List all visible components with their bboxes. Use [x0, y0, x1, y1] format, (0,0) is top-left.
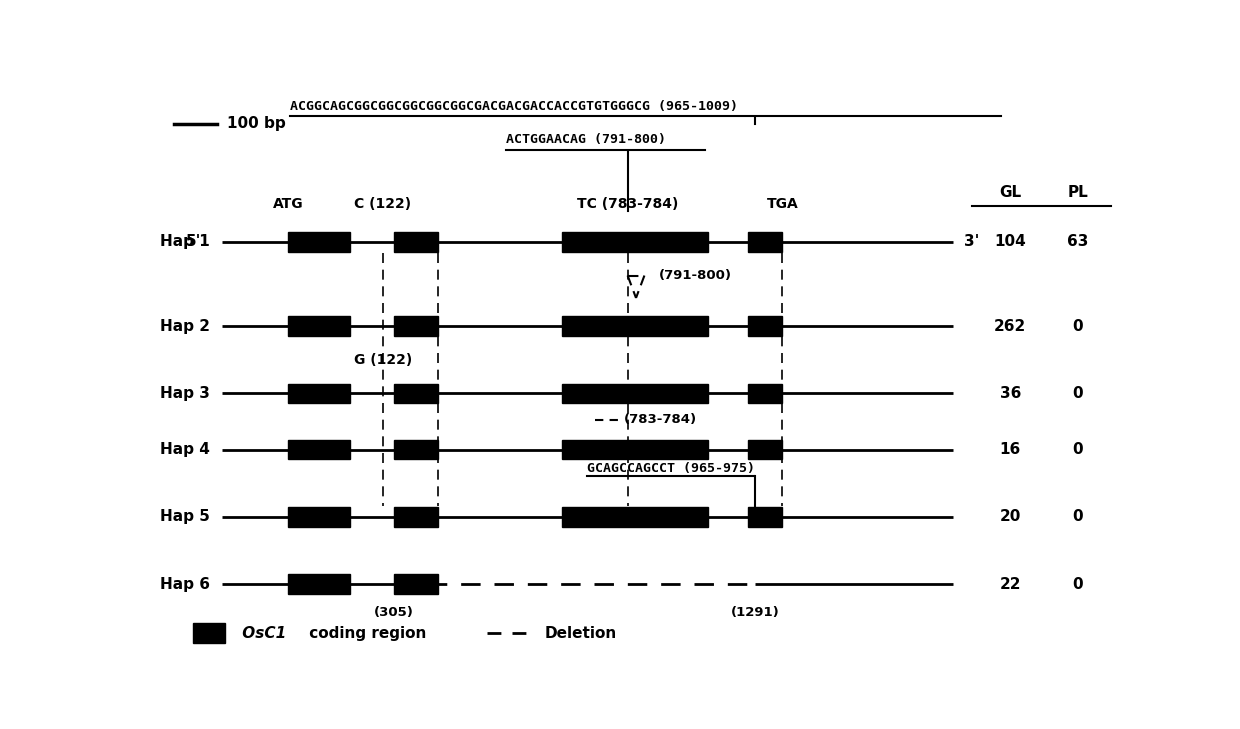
Text: Hap 1: Hap 1 [160, 234, 210, 249]
Text: OsC1: OsC1 [231, 625, 286, 641]
Bar [288, 440, 350, 459]
Text: 5': 5' [186, 234, 201, 249]
Bar [394, 316, 438, 336]
Text: (791-800): (791-800) [658, 269, 732, 282]
Bar [562, 383, 708, 403]
Text: TC (783-784): TC (783-784) [577, 197, 678, 211]
Bar [748, 440, 782, 459]
Bar [562, 507, 708, 527]
Text: 0: 0 [1073, 510, 1083, 524]
Text: 0: 0 [1073, 577, 1083, 592]
Bar [562, 232, 708, 252]
Text: TGA: TGA [766, 197, 799, 211]
Text: Hap 3: Hap 3 [160, 386, 210, 401]
Text: C (122): C (122) [355, 197, 412, 211]
Text: G (122): G (122) [353, 353, 412, 367]
Text: Hap 4: Hap 4 [160, 442, 210, 457]
Text: 16: 16 [999, 442, 1021, 457]
Text: Hap 5: Hap 5 [160, 510, 210, 524]
Text: Hap 6: Hap 6 [160, 577, 210, 592]
Bar [394, 232, 438, 252]
Text: ACTGGAACAG (791-800): ACTGGAACAG (791-800) [506, 133, 666, 147]
Text: (783-784): (783-784) [624, 413, 697, 426]
Bar [562, 440, 708, 459]
Text: (1291): (1291) [732, 606, 780, 619]
Text: 104: 104 [994, 234, 1027, 249]
Bar [748, 383, 782, 403]
Text: 262: 262 [994, 319, 1027, 334]
Bar [394, 440, 438, 459]
Bar [394, 383, 438, 403]
Bar [288, 316, 350, 336]
Text: 0: 0 [1073, 319, 1083, 334]
Text: GCAGCCAGCCT (965-975): GCAGCCAGCCT (965-975) [588, 461, 755, 475]
Text: 20: 20 [999, 510, 1021, 524]
Bar [748, 316, 782, 336]
Bar [193, 623, 226, 643]
Text: 0: 0 [1073, 442, 1083, 457]
Text: GL: GL [999, 184, 1022, 200]
Text: ACGGCAGCGGCGGCGGCGGCGGCGACGACGACCACCGTGTGGGCG (965-1009): ACGGCAGCGGCGGCGGCGGCGGCGACGACGACCACCGTGT… [290, 100, 738, 113]
Bar [748, 232, 782, 252]
Text: 100 bp: 100 bp [227, 117, 286, 131]
Text: 3': 3' [965, 234, 980, 249]
Bar [394, 507, 438, 527]
Bar [748, 507, 782, 527]
Bar [288, 574, 350, 594]
Text: Deletion: Deletion [544, 625, 616, 641]
Text: coding region: coding region [304, 625, 427, 641]
Text: (305): (305) [374, 606, 414, 619]
Text: 63: 63 [1066, 234, 1089, 249]
Text: PL: PL [1068, 184, 1087, 200]
Bar [394, 574, 438, 594]
Bar [288, 232, 350, 252]
Text: 0: 0 [1073, 386, 1083, 401]
Text: 22: 22 [999, 577, 1021, 592]
Bar [288, 507, 350, 527]
Text: Hap 2: Hap 2 [160, 319, 210, 334]
Text: 36: 36 [999, 386, 1021, 401]
Bar [288, 383, 350, 403]
Bar [562, 316, 708, 336]
Text: ATG: ATG [273, 197, 304, 211]
